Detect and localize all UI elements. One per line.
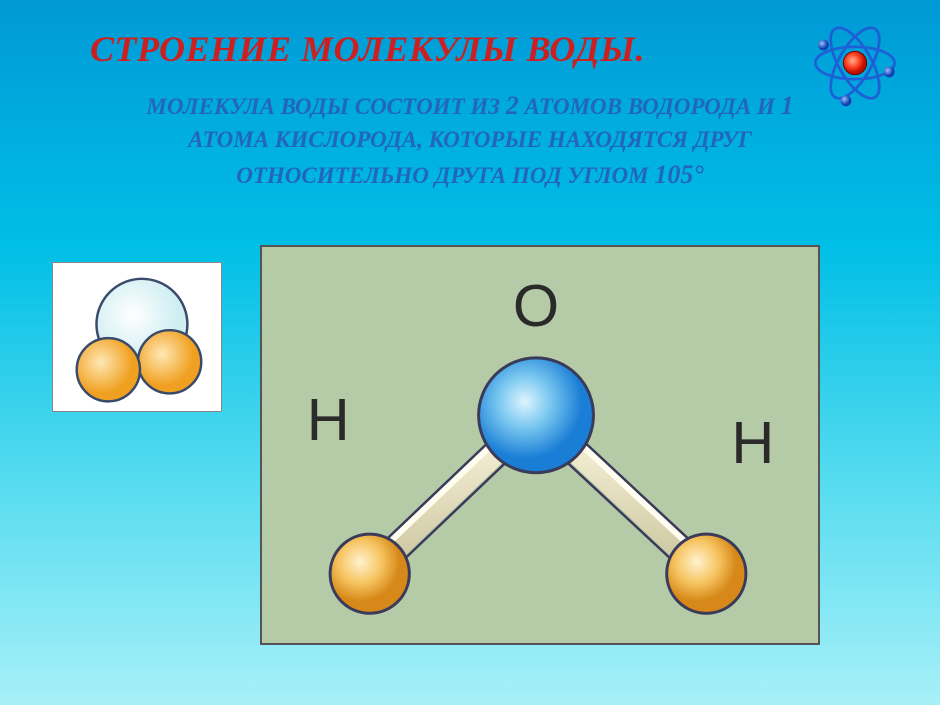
small-molecule-image [52,262,222,412]
hydrogen-right-atom [667,534,746,613]
subtitle-text-1: МОЛЕКУЛА ВОДЫ СОСТОИТ ИЗ [146,94,505,119]
subtitle-num-3: 105° [654,160,703,189]
oxygen-atom [479,358,594,473]
atom-icon [810,18,900,108]
main-molecule-diagram: O H H [260,245,820,645]
hydrogen-right-label: H [731,409,774,476]
subtitle-num-2: 1 [781,91,794,120]
subtitle-num-1: 2 [506,91,519,120]
page-title: СТРОЕНИЕ МОЛЕКУЛЫ ВОДЫ. [0,0,940,70]
hydrogen-left-label: H [307,386,350,453]
hydrogen-left-atom [330,534,409,613]
oxygen-label: O [513,272,559,339]
subtitle-text-2: АТОМОВ ВОДОРОДА И [519,94,781,119]
subtitle: МОЛЕКУЛА ВОДЫ СОСТОИТ ИЗ 2 АТОМОВ ВОДОРО… [0,70,940,193]
